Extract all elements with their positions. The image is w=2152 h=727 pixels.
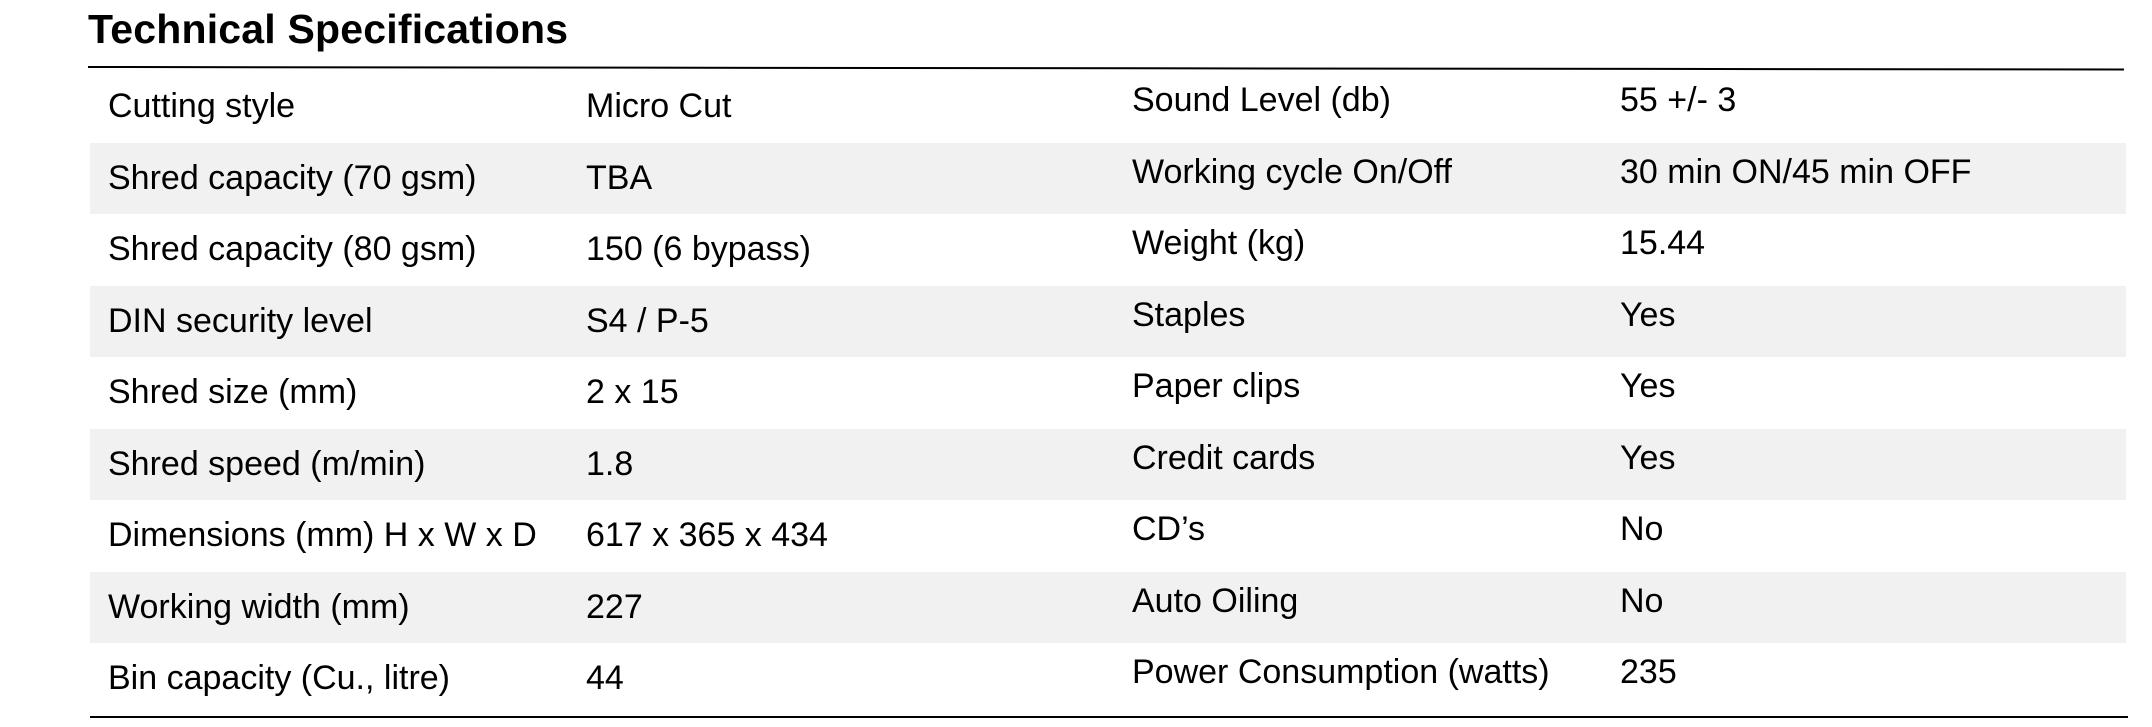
table-row: Bin capacity (Cu., litre) 44 Power Consu… <box>90 643 2126 715</box>
spec-label: Sound Level (db) <box>1132 81 1391 120</box>
spec-table: Cutting style Micro Cut Sound Level (db)… <box>90 71 2126 714</box>
spec-value: 30 min ON/45 min OFF <box>1620 152 1972 191</box>
spec-value: TBA <box>586 158 653 197</box>
table-row: Dimensions (mm) H x W x D 617 x 365 x 43… <box>90 500 2126 572</box>
spec-label: Working cycle On/Off <box>1132 152 1452 191</box>
spec-label: Shred speed (m/min) <box>108 444 426 483</box>
table-row: DIN security level S4 / P-5 Staples Yes <box>90 285 2126 357</box>
title-divider <box>87 66 2124 71</box>
spec-label: Credit cards <box>1132 438 1316 477</box>
spec-label: Paper clips <box>1132 367 1301 406</box>
spec-value: Yes <box>1620 295 1676 334</box>
table-row: Shred speed (m/min) 1.8 Credit cards Yes <box>90 428 2126 500</box>
spec-value: 617 x 365 x 434 <box>586 516 828 555</box>
spec-label: Shred capacity (70 gsm) <box>108 158 477 197</box>
spec-label: Cutting style <box>108 87 296 126</box>
spec-value: No <box>1620 510 1664 549</box>
spec-value: 15.44 <box>1620 224 1706 263</box>
spec-value: 235 <box>1620 653 1677 692</box>
spec-value: 2 x 15 <box>586 373 679 412</box>
spec-label: Shred size (mm) <box>108 373 358 412</box>
spec-label: Bin capacity (Cu., litre) <box>108 659 450 698</box>
page-title: Technical Specifications <box>88 6 569 52</box>
spec-value: No <box>1620 581 1664 620</box>
table-row: Cutting style Micro Cut Sound Level (db)… <box>90 71 2126 143</box>
spec-value: S4 / P-5 <box>586 301 709 340</box>
table-row: Shred size (mm) 2 x 15 Paper clips Yes <box>90 357 2126 429</box>
spec-value: 55 +/- 3 <box>1620 81 1737 120</box>
table-bottom-rule <box>90 716 2128 718</box>
spec-value: Yes <box>1620 438 1676 477</box>
table-row: Working width (mm) 227 Auto Oiling No <box>90 571 2126 643</box>
table-row: Shred capacity (70 gsm) TBA Working cycl… <box>90 142 2126 214</box>
spec-label: Staples <box>1132 295 1246 334</box>
spec-label: Weight (kg) <box>1132 224 1306 263</box>
spec-label: Power Consumption (watts) <box>1132 653 1550 692</box>
spec-value: 150 (6 bypass) <box>586 230 811 269</box>
spec-label: Auto Oiling <box>1132 581 1299 620</box>
spec-value: 227 <box>586 587 643 626</box>
spec-value: 44 <box>586 659 624 698</box>
table-row: Shred capacity (80 gsm) 150 (6 bypass) W… <box>90 214 2126 286</box>
spec-value: Yes <box>1620 367 1676 406</box>
spec-value: 1.8 <box>586 444 634 483</box>
spec-label: Shred capacity (80 gsm) <box>108 230 477 269</box>
spec-label: Dimensions (mm) H x W x D <box>108 516 537 555</box>
spec-label: DIN security level <box>108 301 373 340</box>
spec-label: Working width (mm) <box>108 587 410 626</box>
spec-value: Micro Cut <box>586 87 732 126</box>
spec-label: CD’s <box>1132 510 1206 549</box>
